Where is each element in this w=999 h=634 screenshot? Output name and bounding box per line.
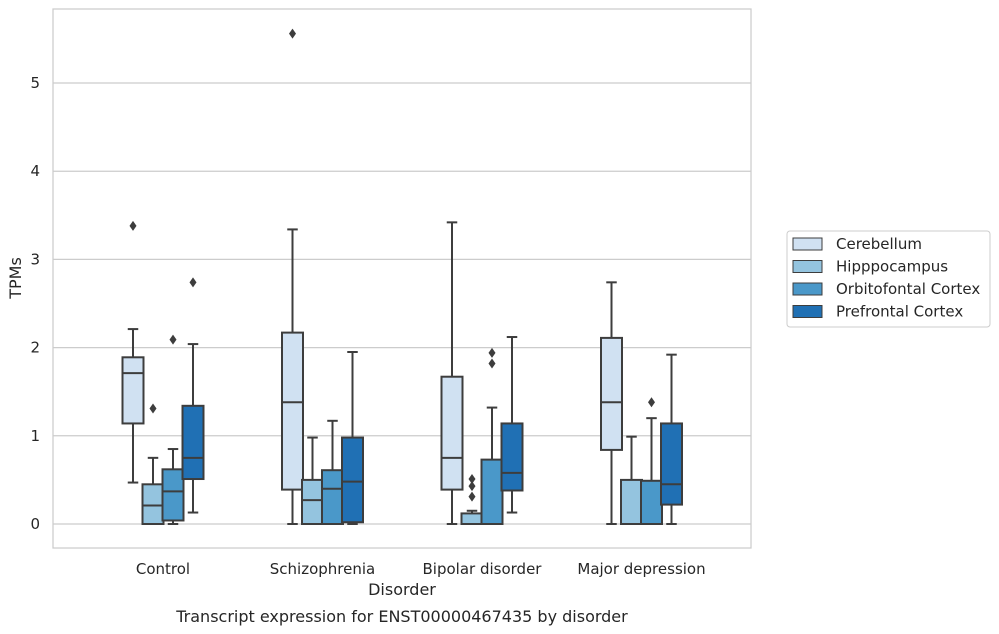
box-iqr xyxy=(161,468,185,522)
outlier-point xyxy=(468,474,476,485)
box-iqr xyxy=(440,375,464,491)
box-prefrontal-cortex-bipolar-disorder xyxy=(500,336,524,514)
box-cerebellum-major-depression xyxy=(600,281,623,525)
box-orbitofontal-cortex-major-depression xyxy=(640,397,663,526)
outlier-point xyxy=(169,334,177,345)
x-tick-label: Major depression xyxy=(577,560,705,578)
legend-entry: Prefrontal Cortex xyxy=(836,303,963,321)
box-iqr xyxy=(600,336,623,451)
box-cerebellum-schizophrenia xyxy=(281,28,304,525)
legend-entry: Cerebellum xyxy=(836,235,922,253)
box-orbitofontal-cortex-bipolar-disorder xyxy=(480,347,504,526)
box-iqr xyxy=(480,458,504,526)
box-iqr xyxy=(460,512,484,526)
box-prefrontal-cortex-schizophrenia xyxy=(341,351,364,525)
y-tick-labels: 0 1 2 3 4 5 xyxy=(30,74,40,533)
y-tick-label: 3 xyxy=(30,250,40,268)
x-tick-label: Control xyxy=(136,560,190,578)
legend: Cerebellum Hipppocampus Orbitofontal Corte… xyxy=(786,230,991,328)
figure-caption: Transcript expression for ENST0000046743… xyxy=(175,607,628,626)
y-tick-label: 4 xyxy=(30,162,40,180)
box-hipppocampus-schizophrenia xyxy=(301,436,324,525)
y-tick-label: 2 xyxy=(30,339,40,357)
x-tick-labels: Control Schizophrenia Bipolar disorder Majo… xyxy=(136,560,706,578)
outlier-point xyxy=(189,277,197,288)
y-tick-label: 5 xyxy=(30,74,40,92)
legend-swatch xyxy=(792,305,823,318)
legend-swatch xyxy=(792,260,823,273)
y-tick-label: 0 xyxy=(30,515,40,533)
legend-entry: Hipppocampus xyxy=(836,258,948,276)
outlier-point xyxy=(289,28,296,39)
outlier-point xyxy=(648,397,655,408)
box-iqr xyxy=(301,478,324,525)
box-iqr xyxy=(620,478,643,525)
box-cerebellum-control xyxy=(121,220,145,484)
legend-frame xyxy=(786,230,991,328)
box-cerebellum-bipolar-disorder xyxy=(440,221,464,525)
outlier-point xyxy=(488,347,496,358)
plot-frame xyxy=(52,8,752,549)
box-iqr xyxy=(341,436,364,524)
box-iqr xyxy=(321,469,344,525)
legend-swatch xyxy=(792,237,823,251)
box-iqr xyxy=(660,422,683,506)
box-iqr xyxy=(141,483,165,525)
box-hipppocampus-major-depression xyxy=(620,435,643,525)
y-axis-label: TPMs xyxy=(6,257,25,300)
outlier-point xyxy=(488,358,496,369)
legend-swatch xyxy=(792,282,823,296)
box-hipppocampus-bipolar-disorder xyxy=(460,474,484,526)
box-iqr xyxy=(281,331,304,491)
box-orbitofontal-cortex-control xyxy=(161,334,185,525)
box-iqr xyxy=(121,356,145,425)
x-axis-label: Disorder xyxy=(368,580,436,599)
box-iqr xyxy=(500,422,524,492)
outlier-point xyxy=(468,491,476,502)
box-iqr xyxy=(640,479,663,526)
box-prefrontal-cortex-major-depression xyxy=(660,353,683,525)
y-tick-label: 1 xyxy=(30,427,40,445)
outlier-point xyxy=(468,481,476,492)
box-hipppocampus-control xyxy=(141,403,165,525)
outlier-point xyxy=(129,220,137,231)
x-tick-label: Bipolar disorder xyxy=(423,560,543,578)
boxes xyxy=(121,28,683,526)
x-tick-label: Schizophrenia xyxy=(270,560,375,578)
legend-entry: Orbitofontal Cortex xyxy=(836,280,980,298)
outlier-point xyxy=(149,403,157,414)
box-prefrontal-cortex-control xyxy=(181,277,205,514)
box-iqr xyxy=(181,404,205,481)
